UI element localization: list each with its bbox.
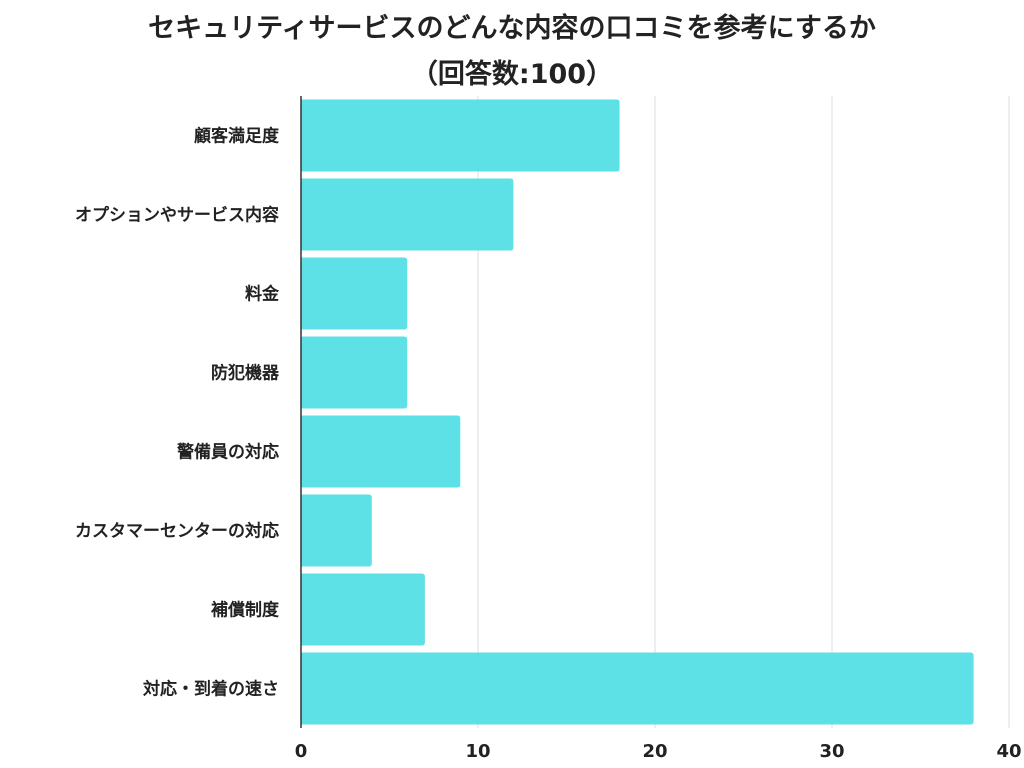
bar (301, 99, 620, 172)
x-tick-label: 30 (819, 741, 844, 762)
category-label: カスタマーセンターの対応 (75, 521, 279, 542)
chart-title-block: セキュリティサービスのどんな内容の口コミを参考にするか （回答数:100） (0, 6, 1024, 98)
category-label: 警備員の対応 (176, 442, 279, 463)
bar (301, 573, 425, 646)
bars (301, 99, 974, 725)
x-tick-label: 0 (295, 741, 308, 762)
bar (301, 494, 372, 567)
x-tick-label: 10 (465, 741, 490, 762)
category-label: 料金 (245, 284, 280, 305)
bar (301, 178, 514, 251)
category-label: 補償制度 (210, 600, 280, 621)
x-tick-labels: 0 10 20 30 40 (295, 741, 1022, 762)
x-tick-label: 20 (642, 741, 667, 762)
chart-title: セキュリティサービスのどんな内容の口コミを参考にするか (148, 13, 876, 44)
bar (301, 336, 408, 409)
category-label: 防犯機器 (211, 363, 280, 384)
bar (301, 652, 974, 725)
x-tick-label: 40 (996, 741, 1021, 762)
category-label: 顧客満足度 (194, 126, 280, 147)
category-label: 対応・到着の速さ (142, 679, 279, 700)
category-label: オプションやサービス内容 (75, 205, 279, 226)
category-labels: 顧客満足度オプションやサービス内容料金防犯機器警備員の対応カスタマーセンターの対… (75, 126, 280, 700)
bar (301, 415, 461, 488)
bar (301, 257, 408, 330)
gridlines (477, 96, 1010, 728)
chart-subtitle: （回答数:100） (410, 59, 614, 90)
